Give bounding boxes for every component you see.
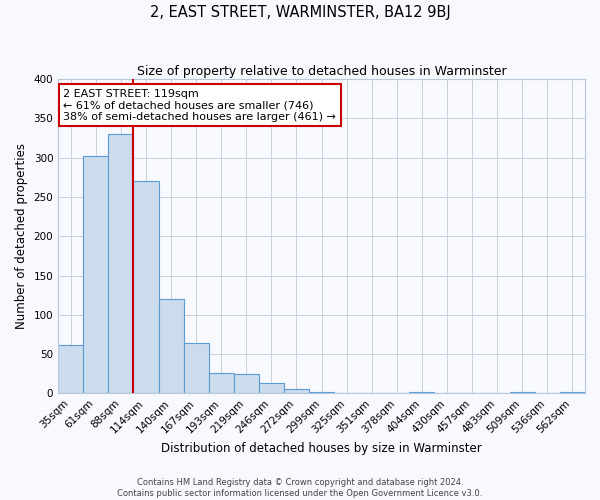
Bar <box>309 392 334 394</box>
Bar <box>209 373 234 394</box>
X-axis label: Distribution of detached houses by size in Warminster: Distribution of detached houses by size … <box>161 442 482 455</box>
Bar <box>133 182 158 394</box>
Bar <box>184 343 209 394</box>
Bar <box>259 383 284 394</box>
Text: Contains HM Land Registry data © Crown copyright and database right 2024.
Contai: Contains HM Land Registry data © Crown c… <box>118 478 482 498</box>
Title: Size of property relative to detached houses in Warminster: Size of property relative to detached ho… <box>137 65 506 78</box>
Bar <box>560 392 585 394</box>
Y-axis label: Number of detached properties: Number of detached properties <box>15 144 28 330</box>
Bar <box>158 299 184 394</box>
Bar <box>58 344 83 394</box>
Bar <box>83 156 109 394</box>
Bar <box>409 392 434 394</box>
Bar <box>284 390 309 394</box>
Bar <box>510 392 535 394</box>
Text: 2, EAST STREET, WARMINSTER, BA12 9BJ: 2, EAST STREET, WARMINSTER, BA12 9BJ <box>149 5 451 20</box>
Bar <box>234 374 259 394</box>
Text: 2 EAST STREET: 119sqm
← 61% of detached houses are smaller (746)
38% of semi-det: 2 EAST STREET: 119sqm ← 61% of detached … <box>64 88 337 122</box>
Bar <box>109 134 133 394</box>
